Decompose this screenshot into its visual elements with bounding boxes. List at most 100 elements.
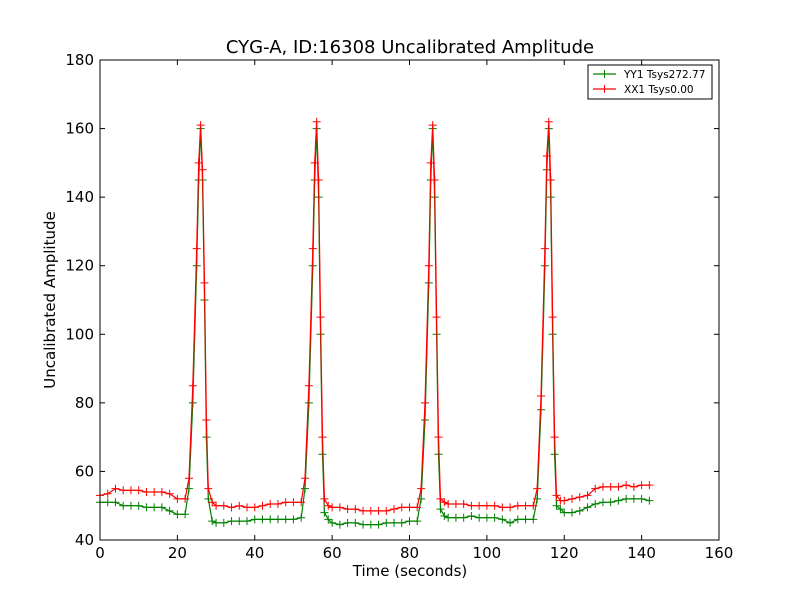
data-point-1-77 [529,501,538,510]
data-point-1-70 [475,501,484,510]
data-point-0-50 [374,520,383,529]
y-axis-title: Uncalibrated Amplitude [41,211,59,388]
data-point-1-10 [173,494,182,503]
data-point-1-52 [390,505,399,514]
legend-label-1: XX1 Tsys0.00 [624,84,694,96]
data-point-0-68 [459,513,468,522]
data-point-1-37 [310,158,319,167]
x-tick-label-1: 20 [168,544,187,562]
chart-title: CYG-A, ID:16308 Uncalibrated Amplitude [226,37,594,58]
data-point-1-55 [413,503,422,512]
data-point-1-16 [196,121,205,130]
data-point-1-59 [426,158,435,167]
data-point-1-23 [219,501,228,510]
data-point-1-83 [546,176,555,184]
axes-layer: 0 20 40 60 80 100 120 140 160 40 60 80 100 120 140 160 1… [65,51,733,562]
data-point-1-61 [430,176,439,184]
data-point-0-11 [181,510,190,519]
data-point-0-90 [575,506,584,515]
data-point-1-48 [359,506,368,515]
data-point-1-97 [629,482,638,491]
data-point-0-87 [556,505,565,514]
data-point-1-84 [548,313,557,322]
data-point-1-13 [188,381,197,390]
data-point-1-40 [316,313,325,322]
data-point-0-86 [552,501,561,510]
data-point-0-73 [498,515,507,524]
data-point-0-49 [366,520,375,529]
data-point-1-73 [498,503,507,512]
data-point-1-71 [482,501,491,510]
data-point-1-47 [351,505,360,514]
legend-item-1: XX1 Tsys0.00 [593,84,694,96]
data-point-0-29 [266,515,275,524]
data-point-1-35 [304,381,313,390]
data-point-1-88 [560,496,569,505]
data-point-0-91 [583,503,592,512]
data-point-0-70 [475,513,484,522]
y-tick-label-2: 80 [75,394,94,412]
data-point-1-4 [126,486,135,495]
data-point-1-14 [192,244,201,253]
data-point-0-74 [506,518,515,527]
data-point-1-89 [567,494,576,503]
data-point-0-23 [219,518,228,527]
data-point-1-7 [150,488,159,496]
data-point-1-8 [157,488,166,496]
data-point-0-25 [235,517,244,526]
series-layer [96,117,654,529]
data-point-0-95 [614,496,623,505]
data-point-0-98 [637,494,646,503]
data-point-0-7 [150,503,159,512]
data-point-0-69 [467,512,476,520]
x-tick-label-7: 140 [627,544,656,562]
data-point-1-25 [235,501,244,510]
data-point-0-9 [165,506,174,515]
data-point-1-42 [320,494,329,503]
data-point-0-8 [157,503,166,512]
x-tick-label-3: 60 [323,544,342,562]
data-point-1-86 [552,491,561,500]
data-point-1-66 [444,500,453,508]
y-tick-label-0: 40 [75,531,94,549]
series-1 [96,117,654,515]
data-point-0-89 [567,508,576,517]
data-point-1-57 [420,398,429,407]
data-point-0-21 [208,517,217,526]
data-point-1-72 [490,501,499,510]
data-point-1-54 [405,503,414,512]
data-point-0-12 [184,484,193,493]
data-point-0-55 [413,517,422,526]
data-point-1-41 [318,433,327,442]
data-point-0-27 [250,515,259,524]
y-tick-label-4: 120 [65,257,94,275]
x-axis-title: Time (seconds) [352,562,468,580]
data-point-0-97 [629,494,638,503]
data-point-1-80 [540,244,549,253]
data-point-0-88 [560,508,569,517]
data-point-1-1 [103,489,112,498]
data-point-0-33 [297,513,306,522]
y-tick-label-7: 180 [65,51,94,69]
data-point-0-48 [359,520,368,529]
data-point-0-13 [188,398,197,407]
data-point-1-96 [622,481,631,490]
data-point-1-32 [289,498,298,507]
data-point-1-67 [451,500,460,508]
data-point-0-54 [405,517,414,526]
data-point-0-42 [320,508,329,517]
data-point-1-75 [513,501,522,510]
data-point-1-60 [428,121,437,130]
data-point-1-90 [575,493,584,502]
data-point-0-10 [173,510,182,519]
data-point-0-31 [281,515,290,524]
data-point-1-65 [440,498,449,507]
data-point-1-34 [301,474,310,483]
data-point-0-52 [390,518,399,527]
x-tick-label-5: 100 [473,544,502,562]
data-point-1-82 [544,117,553,126]
data-point-0-76 [521,515,530,524]
data-point-0-72 [490,513,499,522]
data-point-1-92 [591,484,600,493]
